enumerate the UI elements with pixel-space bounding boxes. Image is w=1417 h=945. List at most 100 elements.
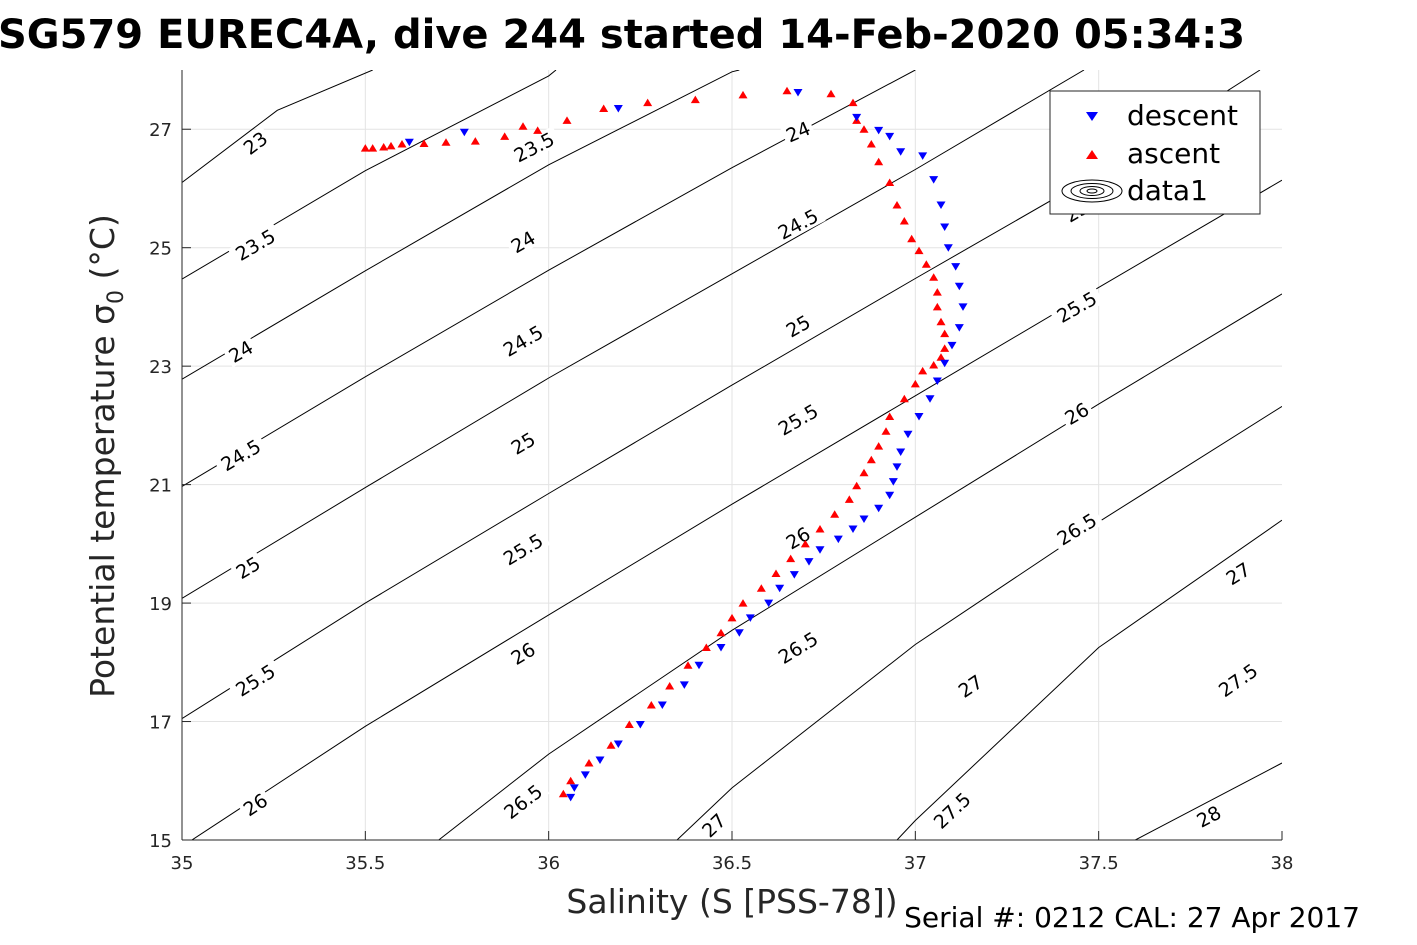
ascent-point bbox=[921, 260, 931, 268]
contour-label-bg bbox=[952, 669, 989, 703]
contour-label-bg bbox=[504, 637, 542, 670]
contour-line-25 bbox=[182, 70, 1085, 599]
descent-point bbox=[848, 525, 858, 534]
ascent-point bbox=[815, 525, 825, 533]
x-tick-label: 36 bbox=[537, 853, 560, 874]
x-axis-label: Salinity (S [PSS-78]) bbox=[566, 882, 897, 921]
x-tick-label: 38 bbox=[1271, 853, 1294, 874]
y-tick-label: 25 bbox=[149, 239, 172, 260]
descent-point bbox=[925, 395, 935, 403]
descent-point bbox=[940, 359, 950, 368]
y-tick-label: 19 bbox=[149, 594, 172, 615]
ascent-point bbox=[386, 141, 396, 150]
contour-line-27 bbox=[676, 405, 1282, 840]
ascent-point bbox=[665, 682, 675, 690]
descent-point bbox=[932, 377, 942, 385]
contour-label-bg bbox=[770, 625, 826, 670]
descent-point bbox=[833, 535, 843, 544]
contour-label-bg bbox=[695, 807, 732, 843]
ascent-point bbox=[738, 599, 748, 607]
descent-point bbox=[679, 681, 689, 689]
ascent-point bbox=[892, 201, 902, 209]
descent-point bbox=[613, 740, 623, 749]
descent-point bbox=[874, 126, 884, 135]
legend-box bbox=[1049, 90, 1261, 215]
ascent-point bbox=[584, 759, 594, 767]
ascent-point bbox=[914, 246, 924, 255]
contour-label-bg bbox=[1219, 557, 1257, 590]
ascent-point bbox=[899, 217, 909, 225]
y-axis-label: Potential temperature σ0 (°C) bbox=[83, 214, 129, 698]
ascent-point bbox=[899, 394, 909, 403]
ascent-point bbox=[606, 741, 616, 749]
contour-line-26 bbox=[191, 179, 1282, 840]
descent-point bbox=[793, 89, 803, 97]
ascent-point bbox=[859, 468, 869, 477]
ascent-point bbox=[727, 613, 737, 622]
descent-point bbox=[694, 661, 704, 670]
ascent-point bbox=[874, 442, 884, 450]
ascent-point bbox=[936, 317, 946, 326]
descent-point bbox=[569, 784, 579, 792]
contour-label-bg bbox=[1190, 800, 1227, 833]
ascent-point bbox=[562, 116, 572, 124]
descent-point bbox=[885, 491, 895, 500]
ascent-point bbox=[918, 366, 928, 375]
x-tick-label: 37 bbox=[904, 853, 927, 874]
ascent-point bbox=[844, 495, 854, 503]
contour-label-bg bbox=[779, 521, 817, 555]
ascent-point bbox=[419, 139, 429, 147]
x-tick-label: 36.5 bbox=[712, 853, 752, 874]
ascent-point bbox=[866, 455, 876, 464]
contour-label-bg bbox=[495, 318, 551, 363]
ascent-point bbox=[826, 89, 836, 98]
x-tick-label: 35 bbox=[171, 853, 194, 874]
descent-point bbox=[892, 463, 902, 471]
descent-point bbox=[954, 324, 964, 332]
ascent-series bbox=[360, 86, 950, 798]
y-axis-label-subscript: 0 bbox=[104, 290, 129, 304]
legend-contour-icon bbox=[1061, 179, 1123, 203]
ascent-point bbox=[441, 138, 451, 146]
y-tick-label: 15 bbox=[149, 831, 172, 852]
ascent-point bbox=[470, 137, 480, 145]
contour-label-bg bbox=[780, 309, 816, 343]
ascent-point bbox=[643, 98, 653, 107]
tick-labels: 35 35.5 36 36.5 37 37.5 38 15 17 19 21 23 25 27 bbox=[149, 120, 1293, 874]
descent-series bbox=[404, 89, 968, 802]
ascent-point bbox=[690, 95, 700, 104]
ascent-point bbox=[738, 90, 748, 99]
descent-point bbox=[580, 771, 590, 779]
ascent-point bbox=[830, 510, 840, 518]
ascent-point bbox=[500, 132, 510, 140]
descent-point bbox=[929, 176, 939, 184]
ascent-point bbox=[701, 643, 711, 651]
descent-point bbox=[947, 341, 957, 350]
ascent-point bbox=[782, 86, 792, 95]
contour-label-bg bbox=[770, 397, 826, 442]
contour-label-bg bbox=[229, 551, 267, 584]
ascent-point bbox=[368, 144, 378, 152]
ascent-point bbox=[936, 353, 946, 361]
contour-label-bg bbox=[506, 126, 562, 168]
contour-label-bg bbox=[1049, 506, 1105, 552]
descent-point bbox=[613, 105, 623, 113]
legend-descent-marker bbox=[1086, 112, 1098, 121]
descent-point bbox=[918, 152, 928, 160]
descent-point bbox=[943, 244, 953, 252]
ascent-point bbox=[518, 122, 528, 130]
ascent-point bbox=[940, 344, 950, 352]
legend: descent ascent data1 bbox=[1049, 90, 1261, 215]
descent-point bbox=[815, 546, 825, 554]
descent-point bbox=[775, 584, 785, 593]
descent-point bbox=[914, 413, 924, 421]
x-tick-label: 35.5 bbox=[345, 853, 385, 874]
x-tick-label: 37.5 bbox=[1079, 853, 1119, 874]
legend-data1-label: data1 bbox=[1127, 174, 1208, 207]
ascent-point bbox=[646, 700, 656, 709]
contour-label-bg bbox=[222, 335, 259, 368]
ascent-point bbox=[566, 776, 576, 785]
descent-point bbox=[566, 793, 576, 802]
descent-point bbox=[595, 756, 605, 765]
contour-label-bg bbox=[926, 785, 978, 836]
